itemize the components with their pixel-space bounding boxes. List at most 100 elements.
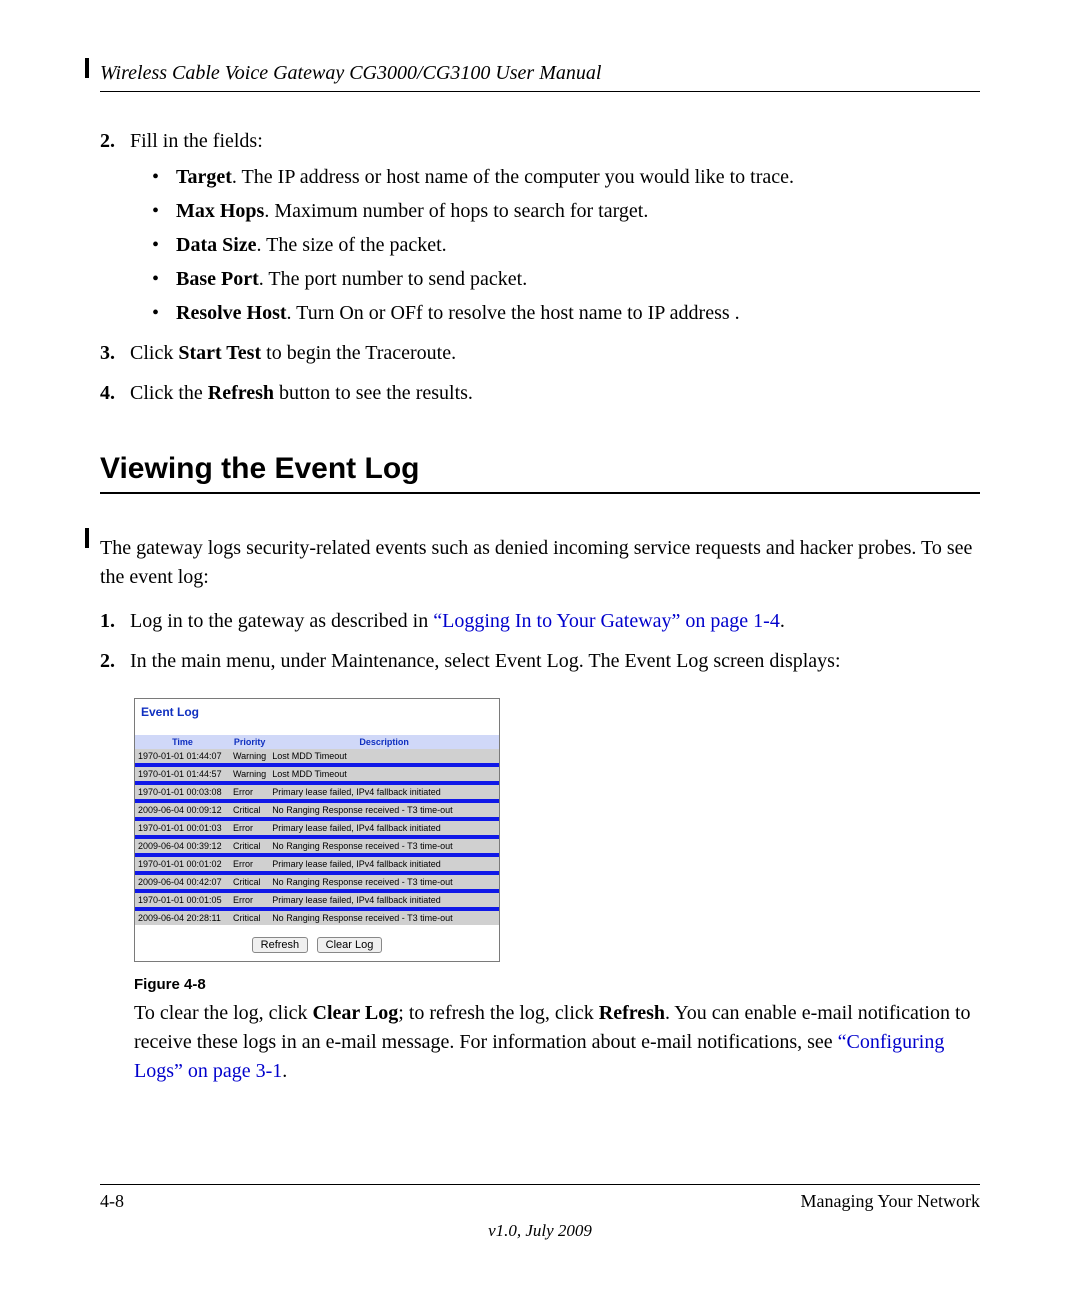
table-cell: Critical — [230, 911, 269, 925]
field-label: Data Size — [176, 234, 257, 256]
field-label: Max Hops — [176, 200, 264, 222]
table-cell: No Ranging Response received - T3 time-o… — [269, 803, 499, 817]
table-row: 1970-01-01 01:44:57WarningLost MDD Timeo… — [135, 767, 499, 781]
step-b1: 1. Log in to the gateway as described in… — [100, 606, 980, 636]
table-cell: 2009-06-04 00:39:12 — [135, 839, 230, 853]
table-cell: Primary lease failed, IPv4 fallback init… — [269, 821, 499, 835]
field-baseport: • Base Port. The port number to send pac… — [152, 264, 980, 294]
table-cell: Primary lease failed, IPv4 fallback init… — [269, 785, 499, 799]
bullet-icon: • — [152, 264, 159, 294]
txt-bold: Clear Log — [313, 1002, 399, 1024]
table-cell: Critical — [230, 839, 269, 853]
col-time: Time — [135, 735, 230, 749]
table-header-row: Time Priority Description — [135, 735, 499, 749]
step-text-post: . — [780, 610, 785, 632]
step-number: 4. — [100, 378, 115, 408]
page-header: Wireless Cable Voice Gateway CG3000/CG31… — [100, 62, 980, 92]
table-cell: 1970-01-01 01:44:57 — [135, 767, 230, 781]
table-cell: Error — [230, 893, 269, 907]
table-row: 2009-06-04 20:28:11CriticalNo Ranging Re… — [135, 911, 499, 925]
field-maxhops: • Max Hops. Maximum number of hops to se… — [152, 196, 980, 226]
step-3: 3. Click Start Test to begin the Tracero… — [100, 338, 980, 368]
eventlog-buttons: Refresh Clear Log — [135, 925, 499, 961]
txt-bold: Refresh — [599, 1002, 665, 1024]
section-intro: The gateway logs security-related events… — [100, 534, 980, 592]
table-row: 1970-01-01 00:01:02ErrorPrimary lease fa… — [135, 857, 499, 871]
field-resolvehost: • Resolve Host. Turn On or OFf to resolv… — [152, 298, 980, 328]
step-number: 2. — [100, 126, 115, 156]
field-desc: . The port number to send packet. — [259, 268, 527, 290]
table-cell: Error — [230, 785, 269, 799]
table-cell: Warning — [230, 767, 269, 781]
footer-version: v1.0, July 2009 — [0, 1221, 1080, 1241]
xref-logging-in[interactable]: “Logging In to Your Gateway” on page 1-4 — [433, 610, 780, 632]
table-row: 1970-01-01 00:03:08ErrorPrimary lease fa… — [135, 785, 499, 799]
table-cell: No Ranging Response received - T3 time-o… — [269, 911, 499, 925]
table-cell: 1970-01-01 00:01:02 — [135, 857, 230, 871]
txt: . — [282, 1060, 287, 1082]
bullet-icon: • — [152, 196, 159, 226]
table-cell: Critical — [230, 803, 269, 817]
bullet-icon: • — [152, 162, 159, 192]
section-heading: Viewing the Event Log — [100, 452, 980, 494]
field-desc: . The IP address or host name of the com… — [232, 166, 794, 188]
txt: To clear the log, click — [134, 1002, 313, 1024]
footer-chapter: Managing Your Network — [801, 1191, 981, 1212]
step-number: 2. — [100, 646, 115, 676]
step-number: 1. — [100, 606, 115, 636]
field-list: • Target. The IP address or host name of… — [152, 162, 980, 328]
table-row: 1970-01-01 01:44:07WarningLost MDD Timeo… — [135, 749, 499, 763]
figure-caption: Figure 4-8 — [134, 976, 980, 993]
refresh-button[interactable]: Refresh — [252, 937, 309, 953]
table-cell: 1970-01-01 00:01:05 — [135, 893, 230, 907]
table-cell: No Ranging Response received - T3 time-o… — [269, 875, 499, 889]
table-row: 2009-06-04 00:42:07CriticalNo Ranging Re… — [135, 875, 499, 889]
col-priority: Priority — [230, 735, 269, 749]
step-text-pre: Click the — [130, 382, 208, 404]
eventlog-panel: Event Log Time Priority Description 1970… — [134, 698, 500, 962]
page-footer: 4-8 Managing Your Network — [100, 1184, 980, 1212]
eventlog-table: Time Priority Description 1970-01-01 01:… — [135, 735, 499, 925]
step-text: Fill in the fields: — [130, 130, 263, 152]
field-label: Resolve Host — [176, 302, 287, 324]
step-text-post: to begin the Traceroute. — [261, 342, 456, 364]
table-cell: 2009-06-04 00:09:12 — [135, 803, 230, 817]
bullet-icon: • — [152, 298, 159, 328]
table-cell: 1970-01-01 00:03:08 — [135, 785, 230, 799]
field-datasize: • Data Size. The size of the packet. — [152, 230, 980, 260]
table-cell: Warning — [230, 749, 269, 763]
step-text-post: button to see the results. — [274, 382, 473, 404]
step-4: 4. Click the Refresh button to see the r… — [100, 378, 980, 408]
clearlog-button[interactable]: Clear Log — [317, 937, 383, 953]
field-desc: . The size of the packet. — [257, 234, 447, 256]
step-number: 3. — [100, 338, 115, 368]
change-bar — [85, 528, 89, 548]
table-cell: Critical — [230, 875, 269, 889]
field-label: Base Port — [176, 268, 259, 290]
table-cell: 2009-06-04 20:28:11 — [135, 911, 230, 925]
table-row: 1970-01-01 00:01:03ErrorPrimary lease fa… — [135, 821, 499, 835]
eventlog-title: Event Log — [135, 699, 499, 735]
table-cell: Primary lease failed, IPv4 fallback init… — [269, 893, 499, 907]
step-text-pre: Click — [130, 342, 178, 364]
field-label: Target — [176, 166, 232, 188]
bullet-icon: • — [152, 230, 159, 260]
step-text-pre: Log in to the gateway as described in — [130, 610, 433, 632]
step-2: 2. Fill in the fields: • Target. The IP … — [100, 126, 980, 328]
page-body: Wireless Cable Voice Gateway CG3000/CG31… — [0, 0, 1080, 1086]
txt: ; to refresh the log, click — [398, 1002, 599, 1024]
table-cell: Primary lease failed, IPv4 fallback init… — [269, 857, 499, 871]
table-cell: Lost MDD Timeout — [269, 749, 499, 763]
figure-4-8: Event Log Time Priority Description 1970… — [134, 698, 980, 1086]
step-text-bold: Start Test — [178, 342, 261, 364]
table-cell: Error — [230, 857, 269, 871]
field-desc: . Maximum number of hops to search for t… — [264, 200, 648, 222]
step-b2: 2. In the main menu, under Maintenance, … — [100, 646, 980, 676]
field-target: • Target. The IP address or host name of… — [152, 162, 980, 192]
table-row: 2009-06-04 00:39:12CriticalNo Ranging Re… — [135, 839, 499, 853]
change-bar — [85, 58, 89, 78]
table-cell: Lost MDD Timeout — [269, 767, 499, 781]
table-cell: Error — [230, 821, 269, 835]
table-cell: No Ranging Response received - T3 time-o… — [269, 839, 499, 853]
table-cell: 2009-06-04 00:42:07 — [135, 875, 230, 889]
